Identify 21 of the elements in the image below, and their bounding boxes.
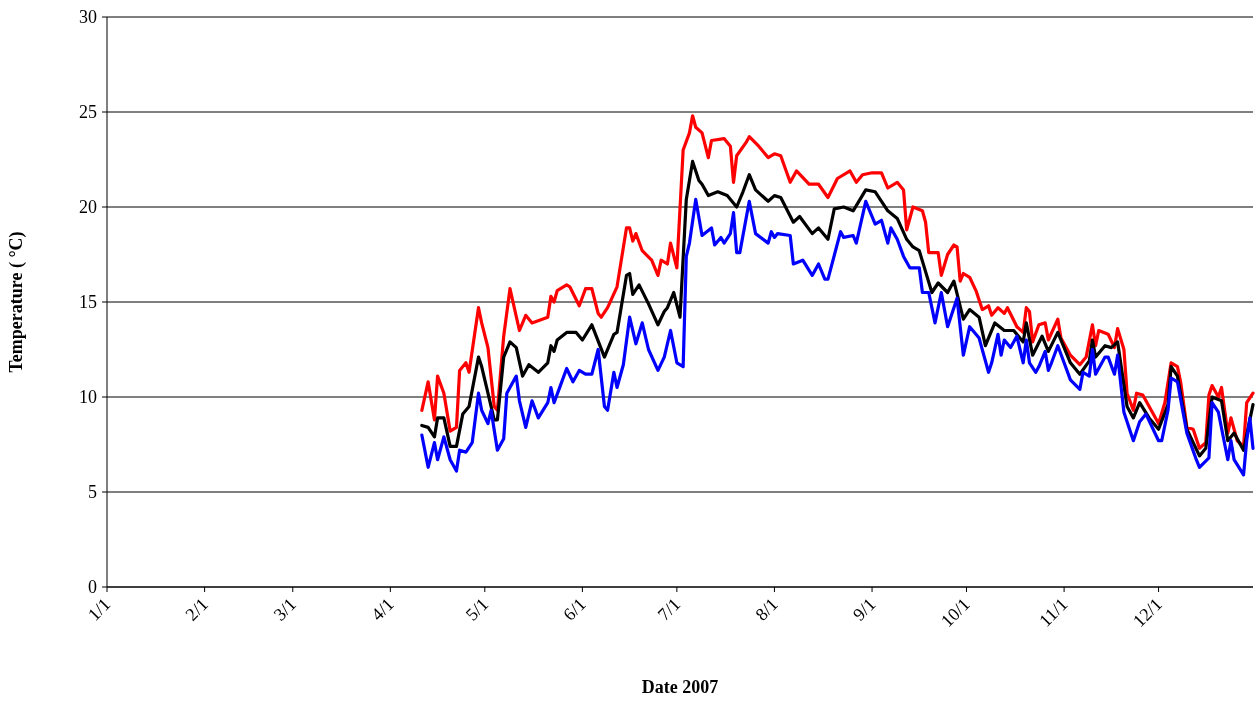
x-tick-label: 2/1 <box>181 594 212 625</box>
x-axis-title: Date 2007 <box>641 677 719 697</box>
x-tick-label: 11/1 <box>1035 594 1072 631</box>
y-tick-label: 25 <box>79 102 97 123</box>
y-tick-label: 30 <box>79 7 97 28</box>
y-tick-label: 20 <box>79 197 97 218</box>
x-tick-label: 9/1 <box>848 594 880 625</box>
x-tick-label: 12/1 <box>1129 594 1166 631</box>
x-tick-label: 3/1 <box>269 594 301 625</box>
x-tick-label: 6/1 <box>559 594 590 625</box>
line-series <box>420 114 1255 450</box>
x-tick-label: 10/1 <box>937 594 974 631</box>
y-tick-label: 15 <box>79 292 97 313</box>
x-tick-label: 7/1 <box>653 594 685 625</box>
line-series <box>420 197 1255 477</box>
x-tick-label: 5/1 <box>461 594 493 625</box>
x-tick-label: 4/1 <box>367 594 398 625</box>
y-tick-label: 10 <box>79 387 97 408</box>
y-axis-title: Temperature ( °C) <box>6 231 27 373</box>
x-tick-label: 8/1 <box>751 594 782 625</box>
y-tick-label: 5 <box>88 482 97 503</box>
